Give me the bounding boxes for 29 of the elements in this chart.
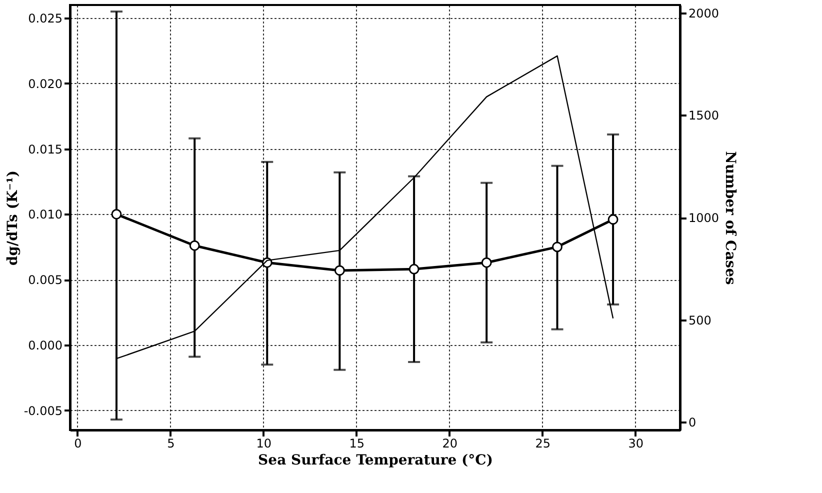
y2-tick-label: 500 [688, 313, 712, 328]
y-tick-label: 0.020 [28, 76, 62, 91]
point [608, 214, 618, 225]
y2-tick-label: 2000 [688, 6, 720, 20]
x-tick-label: 10 [256, 436, 272, 450]
x-tick-label: 0 [74, 436, 82, 450]
y-tick-label: 0.000 [28, 338, 62, 352]
x-tick-label: 20 [442, 436, 458, 450]
point [552, 242, 562, 252]
point [189, 240, 200, 251]
y2-tick-label: 0 [688, 416, 696, 430]
y2-axis-title: Number of Cases [722, 151, 738, 286]
y-tick-label: 0.010 [28, 208, 62, 222]
y2-tick-label: 1500 [688, 108, 720, 123]
point [111, 209, 122, 220]
y-tick-label: 0.015 [28, 142, 62, 156]
x-tick-label: 15 [349, 436, 365, 450]
point [408, 264, 420, 274]
point [334, 265, 345, 276]
y2-tick-label: 1000 [688, 211, 720, 225]
y-tick-label: 0.025 [28, 12, 62, 26]
x-tick-label: 25 [535, 436, 551, 450]
point [481, 257, 492, 268]
x-axis-title: Sea Surface Temperature (°C) [258, 452, 493, 468]
y-tick-label: 0.005 [28, 273, 62, 288]
x-tick-label: 5 [167, 436, 175, 450]
y-tick-label: -0.005 [24, 404, 62, 418]
x-tick-label: 30 [628, 436, 644, 450]
y-axis-title: dg/dTs (K⁻¹) [4, 170, 21, 266]
